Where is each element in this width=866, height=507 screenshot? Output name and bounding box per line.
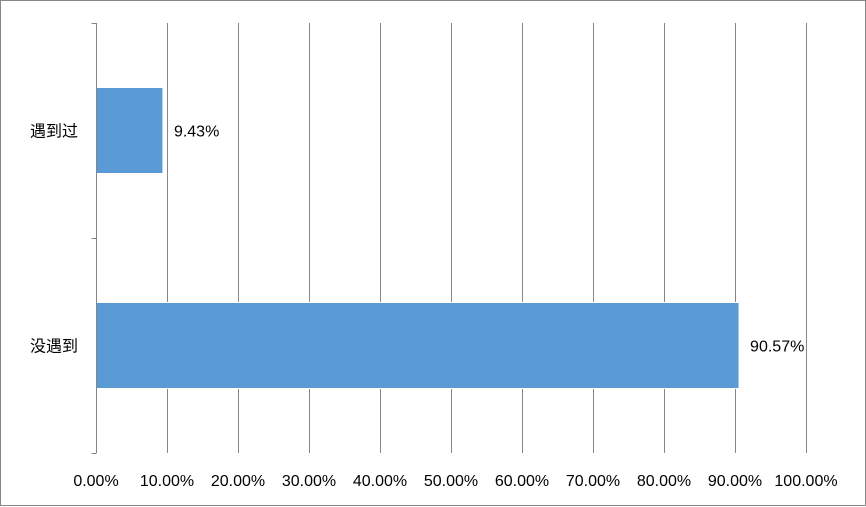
x-tick-label: 60.00% (495, 473, 549, 490)
data-label: 9.43% (174, 124, 219, 141)
bars (95, 87, 740, 389)
bar (95, 302, 740, 389)
x-tick-label: 10.00% (140, 473, 194, 490)
x-tick-label: 70.00% (566, 473, 620, 490)
x-tick-label: 50.00% (424, 473, 478, 490)
x-tick-label: 90.00% (708, 473, 762, 490)
x-tick-label: 20.00% (211, 473, 265, 490)
x-tick-label: 30.00% (282, 473, 336, 490)
bar (95, 87, 164, 174)
category-label: 遇到过 (30, 123, 78, 141)
x-tick-label: 0.00% (73, 473, 118, 490)
labels: 0.00% 10.00% 20.00% 30.00% 40.00% 50.00% 60.00… (30, 123, 838, 491)
axes (91, 23, 97, 454)
x-tick-label: 100.00% (774, 473, 837, 490)
x-tick-label: 40.00% (353, 473, 407, 490)
category-label: 没遇到 (30, 338, 78, 356)
data-label: 90.57% (750, 339, 804, 356)
x-tick-label: 80.00% (637, 473, 691, 490)
gridlines (167, 23, 807, 453)
